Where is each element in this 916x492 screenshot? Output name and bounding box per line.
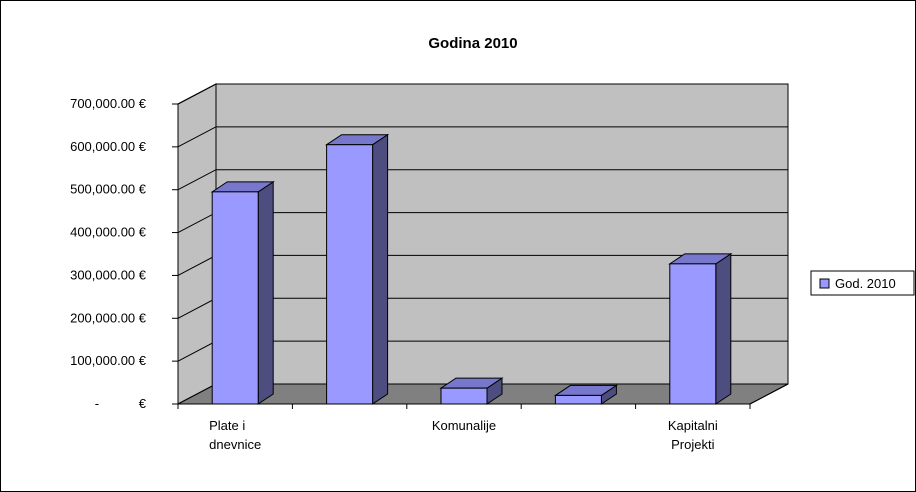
bar-side [372, 133, 389, 405]
legend-label: God. 2010 [835, 276, 896, 291]
y-tick-label: - € [95, 396, 147, 411]
bar-side [257, 180, 274, 405]
gridline [177, 83, 788, 105]
plot-area: - € 100,000.00 € 200,000.00 € 300,000.00 € 4… [70, 83, 789, 452]
x-tick-label: Kapitalni [668, 418, 718, 433]
x-tick-label: Plate i [209, 418, 245, 433]
y-tick-label: 100,000.00 € [70, 353, 147, 368]
y-tick-label: 400,000.00 € [70, 225, 147, 240]
y-tick-label: 700,000.00 € [70, 96, 147, 111]
bar [669, 263, 717, 405]
gridline [177, 126, 788, 148]
bar [211, 191, 259, 405]
bar [326, 144, 374, 405]
bar [440, 387, 488, 405]
y-tick-label: 200,000.00 € [70, 310, 147, 325]
gridline [177, 169, 788, 191]
y-tick-label: 600,000.00 € [70, 139, 147, 154]
x-tick-label: Projekti [671, 437, 714, 452]
bar-side [715, 252, 732, 405]
legend: God. 2010 [810, 270, 915, 296]
side-wall [177, 83, 217, 405]
floor-edge [749, 383, 789, 405]
y-tick-label: 300,000.00 € [70, 267, 147, 282]
chart-title: Godina 2010 [428, 35, 517, 52]
x-tick-label: dnevnice [209, 437, 261, 452]
bar [554, 394, 602, 405]
legend-swatch [819, 278, 830, 289]
y-tick-label: 500,000.00 € [70, 182, 147, 197]
x-tick-label: Komunalije [432, 418, 496, 433]
